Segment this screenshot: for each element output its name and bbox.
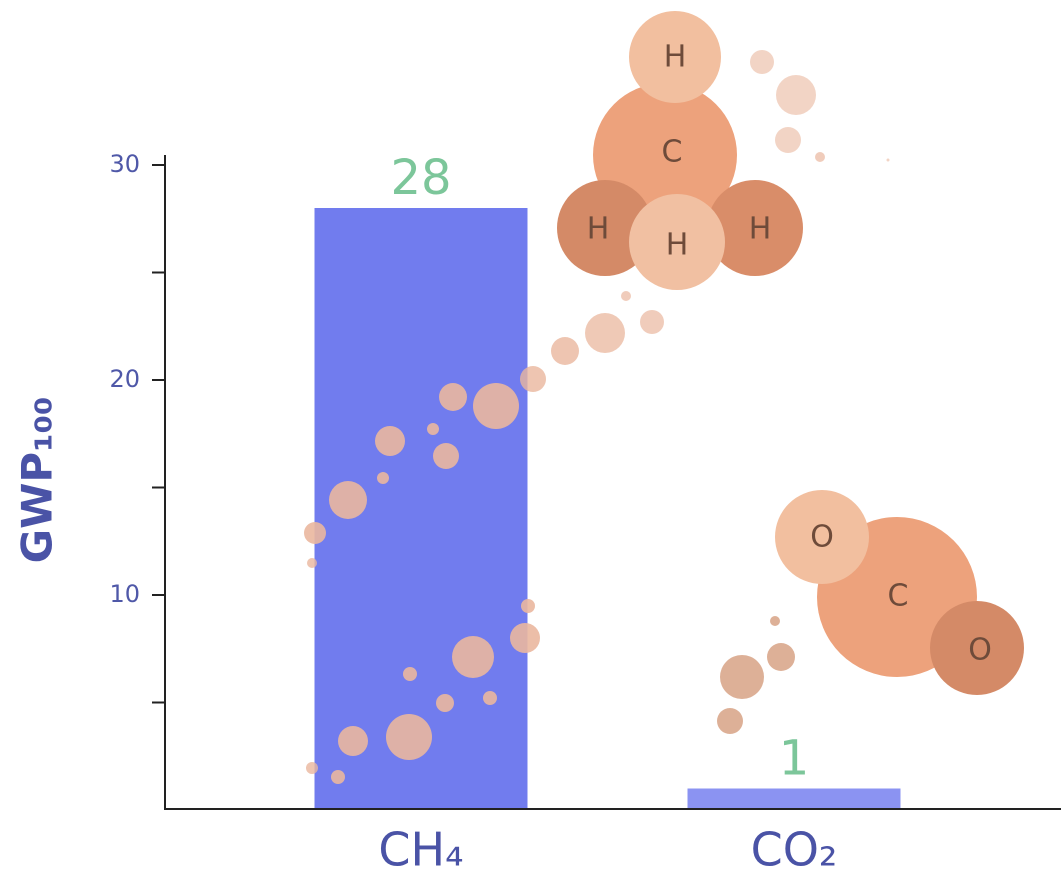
x-tick-label: CH₄ [378,823,463,877]
methane-molecule: H C H H H [557,11,803,290]
atom-label: O [968,633,992,668]
x-tick-label: CO₂ [751,823,838,877]
bar [687,788,901,810]
y-tick-label: 30 [109,150,140,178]
atom-label: O [810,520,834,555]
atom-label: C [662,135,683,170]
atom-label: H [666,228,689,263]
y-axis-title: GWP₁₀₀ [13,397,62,564]
co2-molecule: O C O [775,490,1024,695]
bubbles [304,50,890,784]
atom-label: H [664,40,687,75]
value-label: 28 [390,150,451,206]
atom-label: H [749,212,772,247]
atom-label: H [587,212,610,247]
value-label: 1 [779,731,810,787]
y-tick-label: 20 [109,365,140,393]
atom-label: C [888,579,909,614]
y-tick-label: 10 [109,580,140,608]
